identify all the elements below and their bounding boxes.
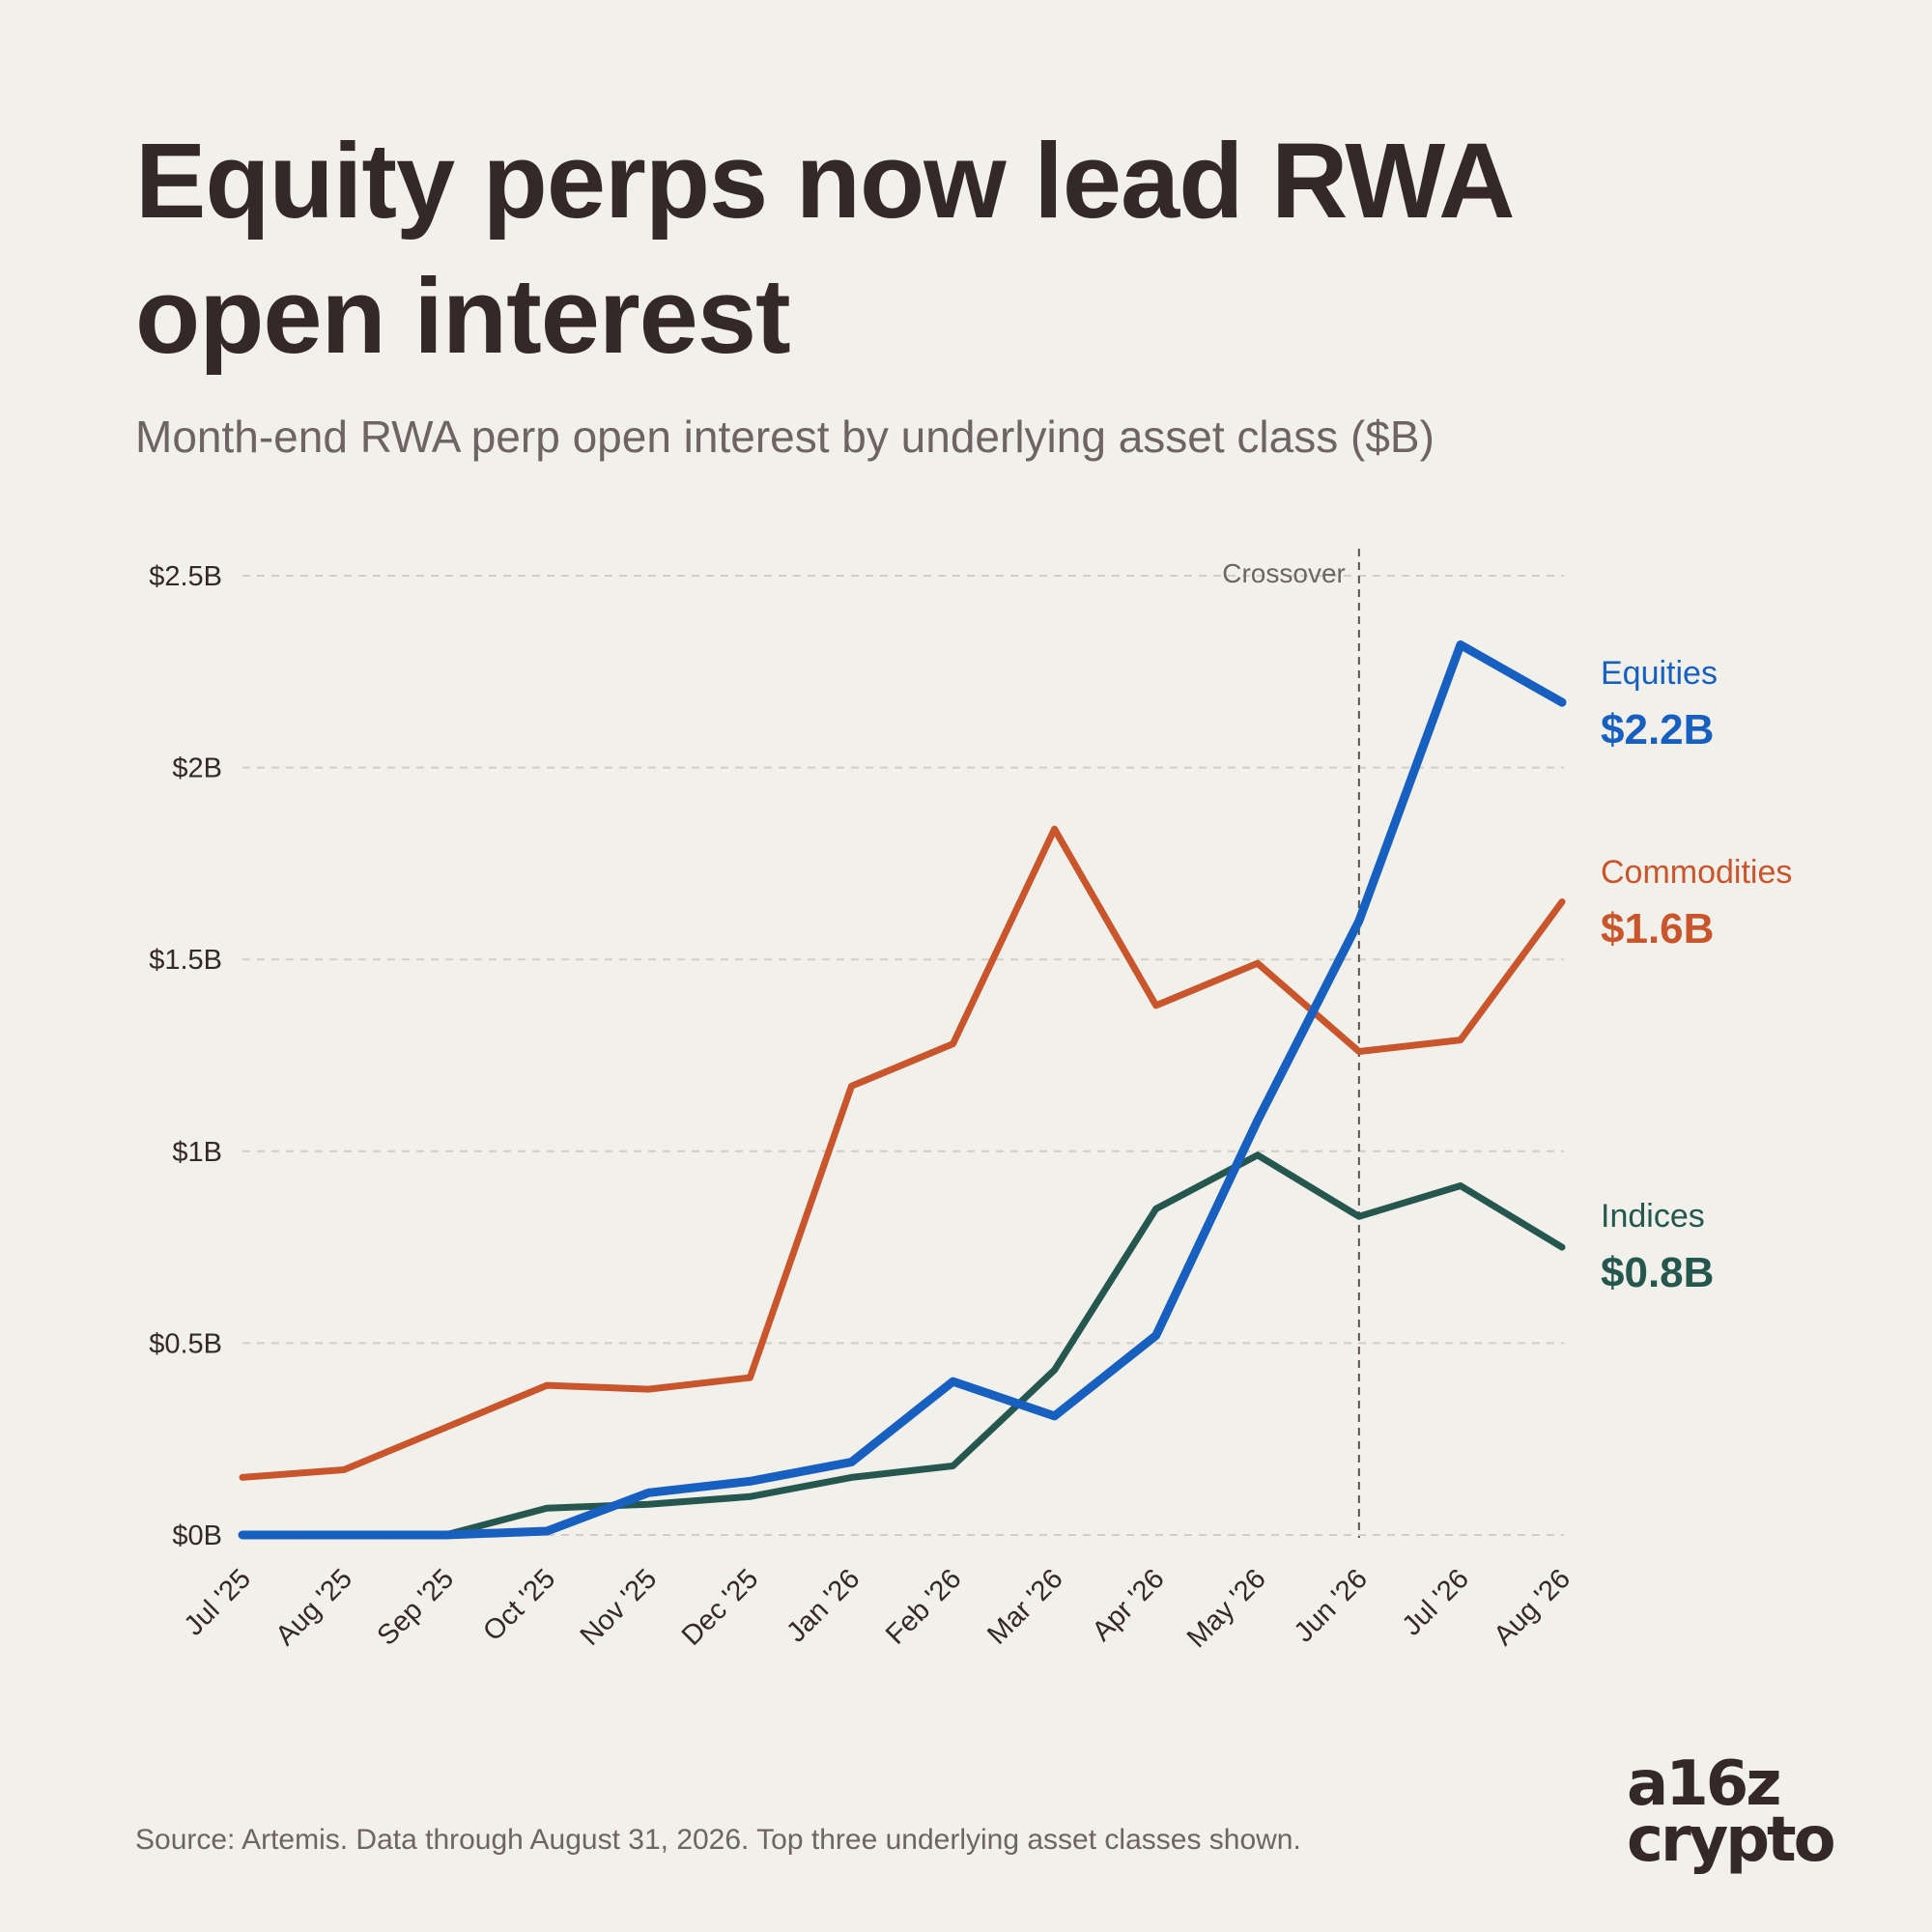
indices-line: [239, 1151, 1566, 1539]
a16z-crypto-logo: a16z crypto: [1627, 1748, 1836, 1876]
commodities-line: [239, 825, 1566, 1481]
logo-line-2: crypto: [1627, 1804, 1836, 1876]
x-tick-label: Feb '26: [880, 1563, 967, 1650]
x-tick-label: Jan '26: [781, 1563, 866, 1648]
x-tick-label: Jun '26: [1289, 1563, 1374, 1648]
commodities-end-value: $1.6B: [1601, 905, 1714, 952]
x-tick-label: Oct '25: [477, 1563, 561, 1647]
indices-end-value: $0.8B: [1601, 1249, 1714, 1296]
chart-title: Equity perps now lead RWA open interest: [135, 122, 1512, 376]
x-tick-label: Aug '25: [270, 1563, 358, 1652]
y-tick-label: $0.5B: [149, 1328, 222, 1359]
equities-end-value: $2.2B: [1601, 706, 1714, 753]
x-tick-label: Jul '25: [179, 1563, 257, 1641]
series-end-labels: Commodities $1.6B Indices $0.8B Equities $2.2…: [1601, 655, 1792, 1296]
x-tick-label: May '26: [1181, 1563, 1272, 1654]
equities-line: [238, 640, 1567, 1540]
indices-series-name: Indices: [1601, 1198, 1705, 1235]
y-axis-labels: $0B $0.5B $1B $1.5B $2B $2.5B: [149, 561, 222, 1551]
logo-line-1: a16z: [1627, 1748, 1781, 1820]
x-tick-label: Dec '25: [676, 1563, 765, 1652]
y-tick-label: $1.5B: [149, 945, 222, 976]
series-lines: [238, 640, 1567, 1540]
crossover-annotation: Crossover: [1222, 549, 1360, 1538]
x-tick-label: Mar '26: [981, 1563, 1068, 1650]
x-tick-label: Aug '26: [1488, 1563, 1577, 1652]
y-tick-label: $1B: [172, 1137, 222, 1168]
crossover-label: Crossover: [1222, 558, 1346, 588]
x-tick-label: Jul '26: [1397, 1563, 1475, 1641]
x-tick-label: Sep '25: [372, 1563, 461, 1652]
equities-series-name: Equities: [1601, 655, 1718, 692]
y-tick-label: $2B: [172, 753, 222, 784]
source-note: Source: Artemis. Data through August 31,…: [135, 1824, 1301, 1856]
y-tick-label: $0B: [172, 1520, 222, 1551]
grid-lines: [242, 575, 1564, 1536]
x-tick-label: Nov '25: [575, 1563, 664, 1652]
y-tick-label: $2.5B: [149, 561, 222, 592]
commodities-series-name: Commodities: [1601, 854, 1792, 891]
x-axis-labels: Jul '25 Aug '25 Sep '25 Oct '25 Nov '25 Dec '…: [179, 1563, 1577, 1654]
chart-subtitle: Month-end RWA perp open interest by unde…: [135, 412, 1435, 462]
x-tick-label: Apr '26: [1087, 1563, 1171, 1647]
